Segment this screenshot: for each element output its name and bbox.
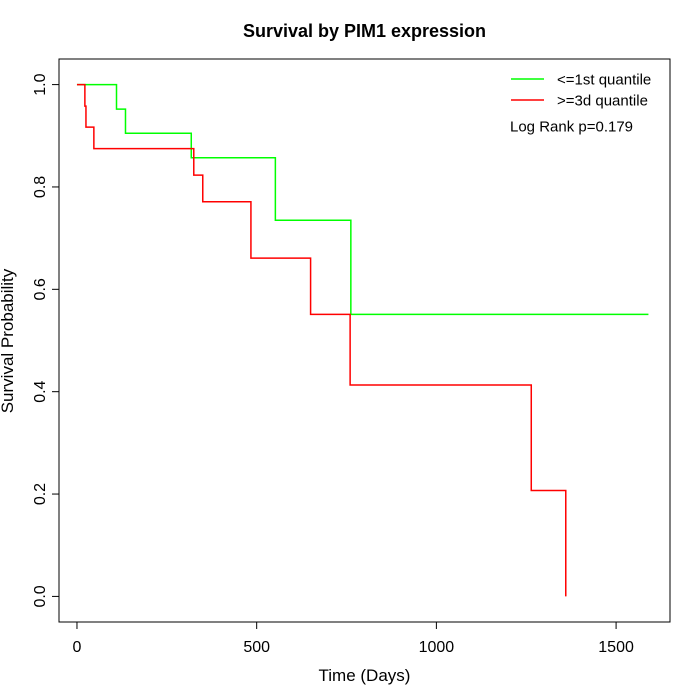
x-tick-label: 500 [243, 639, 270, 656]
x-tick-label: 1000 [419, 639, 455, 656]
y-axis-label: Survival Probability [0, 268, 17, 413]
legend: <=1st quantile >=3d quantile [511, 72, 651, 110]
series-line-low [76, 83, 649, 316]
x-tick-label: 0 [73, 639, 82, 656]
y-tick-label: 0.2 [32, 483, 49, 505]
y-tick-label: 0.4 [32, 380, 49, 402]
y-tick-label: 0.0 [32, 585, 49, 607]
y-tick-label: 0.8 [32, 176, 49, 198]
plot-frame [58, 58, 671, 623]
legend-label-low: <=1st quantile [557, 72, 651, 89]
series-layer [76, 83, 649, 597]
x-axis-label: Time (Days) [319, 666, 411, 685]
log-rank-annotation: Log Rank p=0.179 [510, 119, 633, 136]
x-axis: 0 500 1000 1500 [73, 621, 634, 656]
x-tick-label: 1500 [598, 639, 634, 656]
series-line-high [76, 83, 567, 597]
y-tick-label: 0.6 [32, 278, 49, 300]
chart-title: Survival by PIM1 expression [243, 21, 486, 41]
legend-label-high: >=3d quantile [557, 93, 648, 110]
y-tick-label: 1.0 [32, 73, 49, 95]
y-axis: 0.0 0.2 0.4 0.6 0.8 1.0 [32, 73, 60, 608]
